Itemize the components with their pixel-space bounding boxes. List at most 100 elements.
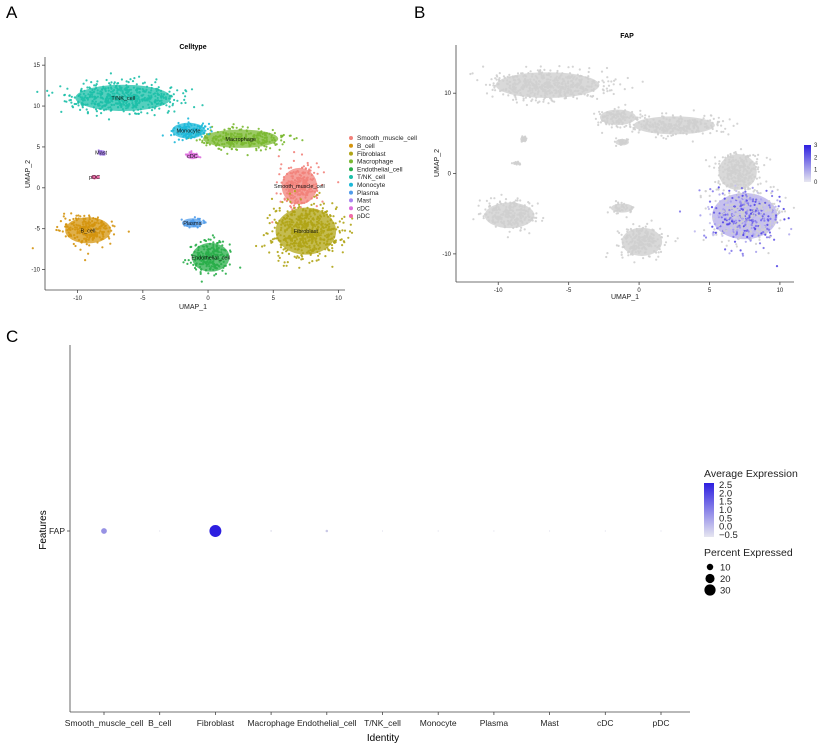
legend-key (349, 167, 353, 172)
panel-label-c: C (6, 327, 18, 346)
cluster-cdc (184, 150, 202, 160)
x-tick-label: -5 (140, 296, 146, 302)
cluster-label: Mast (95, 151, 107, 157)
x-tick-label: 5 (708, 288, 712, 294)
b-cluster-fibroblast (678, 180, 796, 268)
y-tick-label: -10 (31, 268, 40, 274)
cluster-macrophage (187, 123, 304, 157)
colorbar-tick-label: 1 (814, 168, 818, 174)
identity-label: pDC (652, 718, 669, 728)
identity-label: T/NK_cell (364, 718, 401, 728)
cluster-mast (97, 149, 106, 156)
legend-key (349, 151, 353, 156)
dot-smooth-muscle-cell (101, 528, 107, 534)
panel-a-title: Celltype (179, 44, 206, 51)
panel-b-umap-fap: FAP -10 -5 0 5 10 -10 0 10 UMAP_1 UMAP_2 0 1 2 3 (434, 33, 818, 301)
y-tick-label: 0 (448, 172, 452, 178)
cluster-label: Fibroblast (294, 229, 319, 235)
panel-b-y-label: UMAP_2 (434, 149, 441, 177)
panel-c-feature-labels: FAP (49, 526, 70, 536)
legend-key (349, 198, 353, 203)
cluster-smooth-muscle-cell (271, 151, 340, 224)
legend-entry: Mast (357, 198, 371, 205)
avg-tick-label: 2.0 (719, 488, 732, 499)
legend-key (349, 214, 353, 218)
b-cluster-plasma (606, 200, 635, 215)
legend-entry: pDC (357, 213, 370, 220)
y-tick-label: 10 (444, 91, 451, 97)
panel-c-avg-colorbar (704, 483, 714, 537)
cluster-label: B_cell (81, 228, 96, 234)
x-tick-label: -5 (566, 288, 572, 294)
legend-entry: Fibroblast (357, 151, 386, 158)
panel-a-legend: Smooth_muscle_cellB_cellFibroblastMacrop… (349, 135, 418, 220)
panel-c-avg-ticks: 2.52.01.51.00.50.0−0.5 (714, 480, 738, 541)
colorbar-tick-label: 2 (814, 155, 818, 161)
cluster-b-cell (31, 212, 130, 262)
panel-a-y-label: UMAP_2 (25, 160, 32, 188)
cluster-label: T/NK_cell (111, 96, 135, 102)
panel-label-a: A (6, 3, 18, 22)
dot-cdc (604, 530, 606, 532)
panel-c-y-label: Features (38, 510, 49, 549)
panel-a-x-label: UMAP_1 (179, 304, 207, 311)
cluster-label: Endothelial_cell (191, 255, 230, 261)
legend-key (349, 143, 353, 148)
dot-endothelial-cell (325, 529, 329, 533)
dot-pdc (660, 530, 662, 532)
b-cluster-endothelial-cell (605, 216, 679, 264)
legend-entry: B_cell (357, 143, 375, 150)
legend-entry: Monocyte (357, 182, 386, 189)
identity-label: Endothelial_cell (297, 718, 357, 728)
b-cluster-smooth-muscle-cell (704, 148, 772, 196)
dot-fibroblast (209, 525, 222, 537)
cluster-label: cDC (187, 154, 198, 160)
identity-label: B_cell (148, 718, 171, 728)
pct-legend-label: 20 (720, 574, 731, 585)
dot-plasma (493, 530, 495, 532)
cluster-label: pDC (89, 175, 100, 181)
b-cluster-pdc (510, 160, 522, 166)
legend-key (349, 136, 353, 140)
dot-b-cell (159, 530, 161, 532)
y-tick-label: 10 (33, 104, 40, 110)
legend-key (349, 159, 353, 164)
legend-entry: Smooth_muscle_cell (357, 135, 418, 142)
dot-macrophage (270, 530, 272, 532)
avg-tick-label: 0.0 (719, 522, 732, 533)
identity-label: cDC (597, 718, 614, 728)
panel-a-y-ticks: -10 -5 0 5 10 15 (31, 63, 45, 274)
cluster-endothelial-cell (182, 234, 242, 283)
x-tick-label: 0 (637, 288, 641, 294)
cluster-pdc (91, 174, 100, 180)
panel-c-legend-avg-title: Average Expression (704, 468, 798, 480)
panel-c-dotplot: FAP Smooth_muscle_cell B_cell Fibroblast Ma… (38, 345, 798, 744)
legend-entry: cDC (357, 205, 370, 212)
x-tick-label: 5 (272, 296, 276, 302)
x-tick-label: -10 (494, 288, 503, 294)
avg-tick-label: 1.0 (719, 505, 732, 516)
legend-key (349, 206, 353, 211)
identity-label: Monocyte (420, 718, 457, 728)
pct-legend-label: 30 (720, 586, 731, 597)
avg-tick-label: 2.5 (719, 480, 732, 491)
b-cluster-t-nk-cell (469, 65, 644, 107)
panel-a-cluster-labels: Smooth_muscle_cell B_cell Fibroblast Macrop… (81, 96, 325, 261)
cluster-plasma (180, 216, 207, 229)
legend-key (349, 190, 353, 195)
y-tick-label: 15 (33, 63, 40, 69)
identity-label: Smooth_muscle_cell (65, 718, 144, 728)
panel-b-x-ticks: -10 -5 0 5 10 (494, 282, 784, 294)
b-cluster-b-cell (472, 193, 545, 239)
panel-c-x-label: Identity (367, 733, 399, 744)
cluster-label: Macrophage (225, 137, 256, 143)
avg-tick-label: −0.5 (719, 530, 738, 541)
x-tick-label: 10 (335, 296, 342, 302)
legend-entry: Macrophage (357, 159, 394, 166)
panel-b-x-label: UMAP_1 (611, 294, 639, 301)
legend-entry: Plasma (357, 190, 379, 197)
pct-legend-label: 10 (720, 563, 731, 574)
b-cluster-cdc (613, 137, 630, 147)
